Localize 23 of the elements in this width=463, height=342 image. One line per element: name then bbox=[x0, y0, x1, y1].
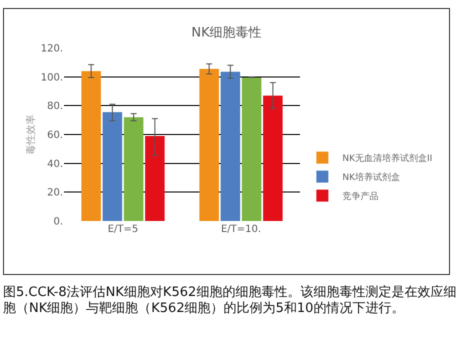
legend-label: 竞争产品 bbox=[342, 191, 378, 202]
y-axis-title: 毒性效率 bbox=[25, 114, 37, 154]
y-tick-label: 60. bbox=[47, 130, 63, 141]
legend-label: NK培养试剂盒 bbox=[342, 172, 400, 184]
bar bbox=[220, 72, 240, 221]
bar bbox=[263, 96, 283, 221]
bar bbox=[81, 71, 101, 221]
y-tick-label: 100. bbox=[40, 72, 63, 84]
bar bbox=[102, 112, 122, 221]
bar bbox=[199, 68, 219, 221]
bar bbox=[124, 117, 144, 221]
y-tick-label: 20. bbox=[47, 188, 63, 199]
x-tick-label: E/T=10. bbox=[220, 224, 262, 235]
y-tick-label: 40. bbox=[47, 158, 63, 170]
y-tick-label: 120. bbox=[40, 44, 63, 54]
caption: 图5.CCK-8法评估NK细胞对K562细胞的细胞毒性。该细胞毒性测定是在效应细胞（NK细胞）与靶细胞（K562细胞）的比例为5和10的情况下进行。 bbox=[3, 285, 458, 317]
y-tick-label: 0. bbox=[53, 216, 63, 228]
chart-title: NK细胞毒性 bbox=[191, 26, 262, 41]
legend-label: NK无血清培养试剂盒II bbox=[342, 153, 432, 164]
y-tick-label: 80. bbox=[47, 101, 63, 112]
x-tick-label: E/T=5 bbox=[108, 224, 138, 235]
bar bbox=[145, 136, 165, 221]
bar bbox=[242, 78, 262, 221]
